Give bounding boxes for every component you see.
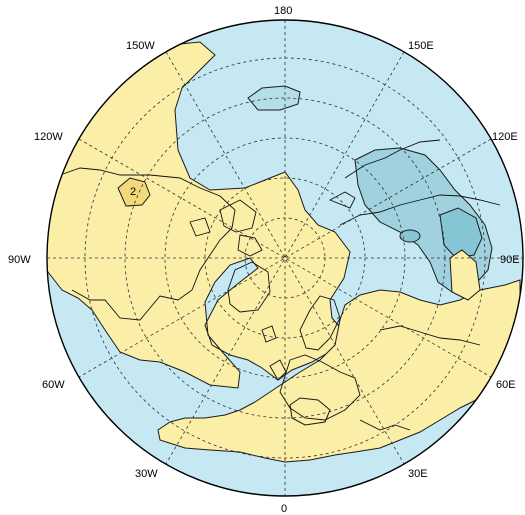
lon-label-150e: 150E xyxy=(408,40,434,52)
negative-core-inner xyxy=(439,207,483,259)
lon-label-180: 180 xyxy=(274,5,292,17)
lon-label-90e: 90E xyxy=(500,254,520,266)
lon-label-0: 0 xyxy=(281,503,287,515)
lon-label-120w: 120W xyxy=(34,131,63,143)
positive-core-2 xyxy=(117,177,151,207)
negative-lobe-pacific xyxy=(247,85,301,111)
lon-label-120e: 120E xyxy=(492,131,518,143)
lon-label-150w: 150W xyxy=(126,40,155,52)
lon-label-30e: 30E xyxy=(408,468,428,480)
negative-core-small xyxy=(399,229,421,243)
lon-label-30w: 30W xyxy=(135,468,158,480)
lon-label-90w: 90W xyxy=(8,254,31,266)
positive-patch-east xyxy=(449,249,481,301)
meridians xyxy=(47,20,523,496)
lon-label-60w: 60W xyxy=(42,379,65,391)
map-disk xyxy=(47,20,523,496)
contour-label: 2 xyxy=(130,186,136,198)
map-outline xyxy=(46,19,524,497)
lon-label-60e: 60E xyxy=(496,379,516,391)
positive-patch-europe xyxy=(289,397,331,426)
coastlines xyxy=(59,139,501,431)
